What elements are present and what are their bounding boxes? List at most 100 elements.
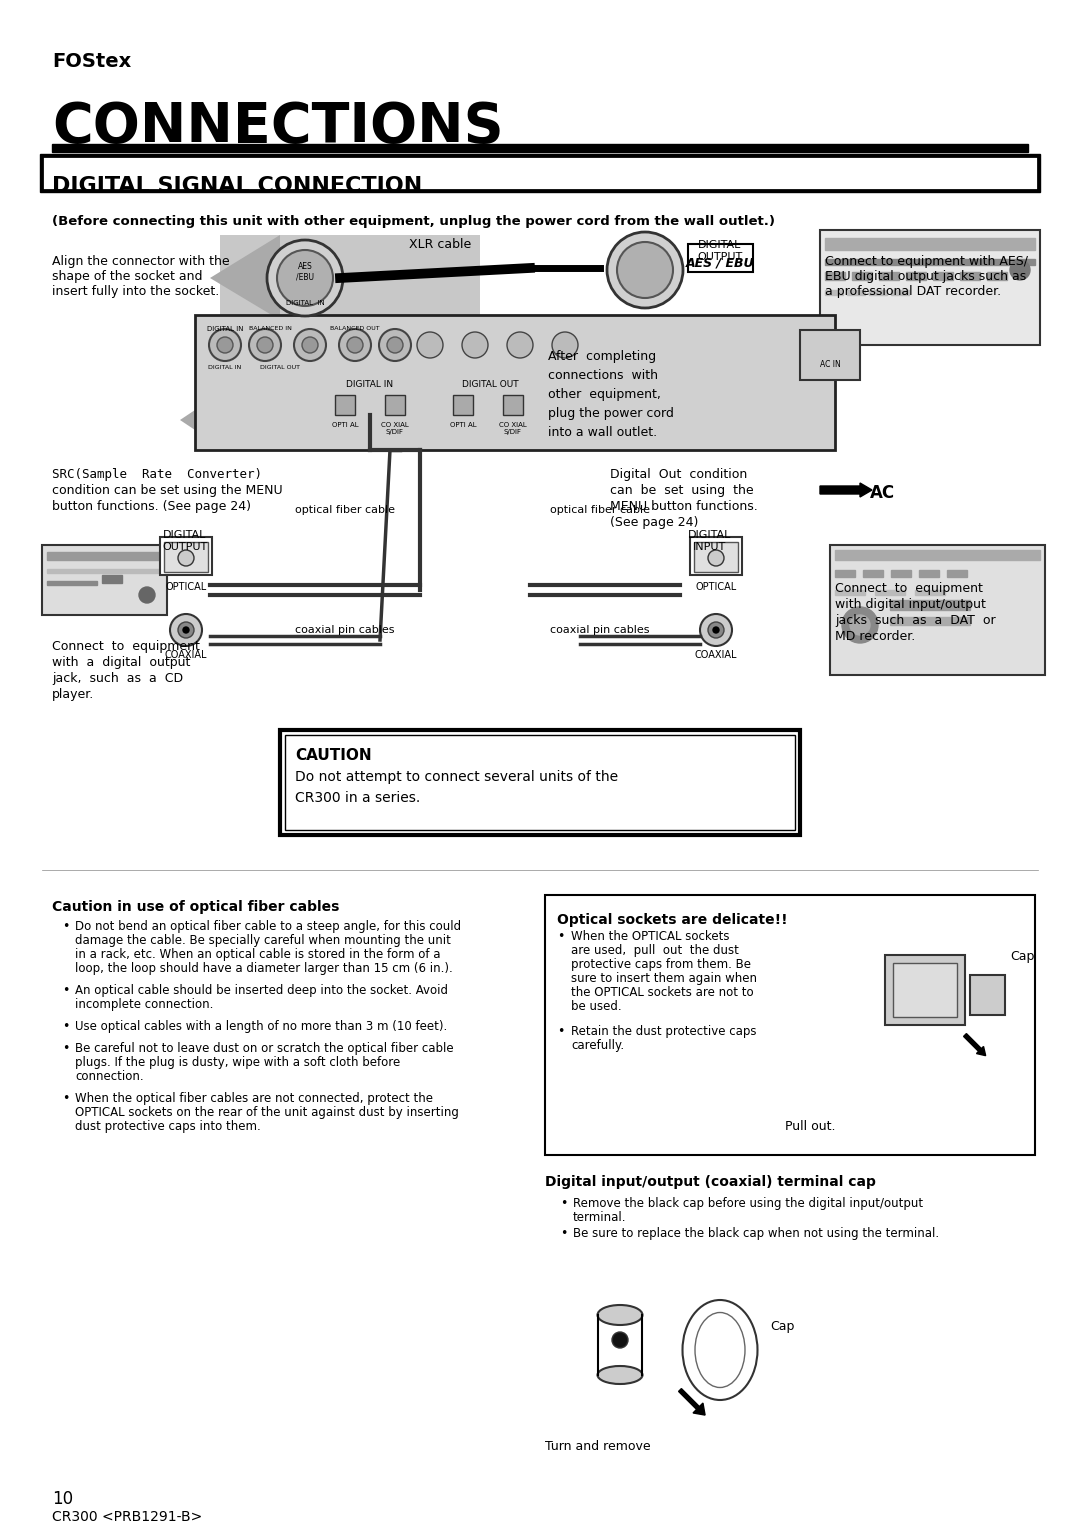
Text: (See page 24): (See page 24)	[610, 516, 699, 529]
Text: AES / EBU: AES / EBU	[686, 257, 754, 270]
Polygon shape	[195, 390, 600, 451]
Text: DIGITAL SIGNAL CONNECTION: DIGITAL SIGNAL CONNECTION	[52, 176, 422, 196]
Text: with digital input/output: with digital input/output	[835, 597, 986, 611]
Text: Do not attempt to connect several units of the
CR300 in a series.: Do not attempt to connect several units …	[295, 770, 618, 805]
FancyArrow shape	[678, 1389, 705, 1415]
Text: OPTI AL: OPTI AL	[449, 422, 476, 428]
Circle shape	[612, 1332, 627, 1348]
Text: optical fiber cable: optical fiber cable	[550, 504, 650, 515]
Text: •: •	[62, 1021, 69, 1033]
Text: An optical cable should be inserted deep into the socket. Avoid: An optical cable should be inserted deep…	[75, 984, 448, 996]
Text: CO XIAL
S/DIF: CO XIAL S/DIF	[381, 422, 409, 435]
Bar	[52, 144, 1028, 151]
Text: button functions. (See page 24): button functions. (See page 24)	[52, 500, 251, 513]
Text: •: •	[557, 1025, 565, 1038]
Text: After  completing
connections  with
other  equipment,
plug the power cord
into a: After completing connections with other …	[548, 350, 674, 439]
Text: carefully.: carefully.	[571, 1039, 624, 1051]
Text: Optical sockets are delicate!!: Optical sockets are delicate!!	[557, 914, 787, 927]
Bar	[820, 231, 1040, 345]
Bar	[48, 581, 97, 585]
Polygon shape	[210, 235, 280, 319]
Bar	[879, 272, 899, 280]
Text: COAXIAL: COAXIAL	[694, 649, 738, 660]
Circle shape	[607, 232, 683, 309]
Bar	[960, 272, 980, 280]
Bar	[694, 542, 738, 571]
Bar	[688, 244, 753, 272]
Bar	[875, 590, 905, 594]
Bar	[160, 536, 212, 575]
Text: the OPTICAL sockets are not to: the OPTICAL sockets are not to	[571, 986, 754, 999]
Circle shape	[462, 332, 488, 358]
Bar	[915, 590, 945, 594]
Text: Be sure to replace the black cap when not using the terminal.: Be sure to replace the black cap when no…	[573, 1227, 940, 1241]
Text: BALANCED OUT: BALANCED OUT	[330, 325, 380, 332]
Circle shape	[379, 329, 411, 361]
FancyArrow shape	[963, 1033, 986, 1056]
Text: XLR cable: XLR cable	[409, 238, 471, 251]
Bar	[42, 156, 1038, 189]
Polygon shape	[220, 235, 480, 319]
Text: can  be  set  using  the: can be set using the	[610, 484, 754, 497]
Text: EBU digital output jacks such as: EBU digital output jacks such as	[825, 270, 1026, 283]
Text: a professional DAT recorder.: a professional DAT recorder.	[825, 286, 1001, 298]
Circle shape	[708, 550, 724, 565]
Bar	[987, 272, 1007, 280]
Text: OPTI AL: OPTI AL	[332, 422, 359, 428]
Circle shape	[249, 329, 281, 361]
Circle shape	[257, 338, 273, 353]
Circle shape	[178, 622, 194, 639]
Text: sure to insert them again when: sure to insert them again when	[571, 972, 757, 986]
FancyArrow shape	[820, 483, 872, 497]
Bar	[863, 570, 883, 578]
Text: DIGITAL OUT: DIGITAL OUT	[260, 365, 300, 370]
Text: Connect to equipment with AES/: Connect to equipment with AES/	[825, 255, 1028, 267]
Bar	[835, 570, 855, 578]
Text: condition can be set using the MENU: condition can be set using the MENU	[52, 484, 283, 497]
Text: Cap: Cap	[770, 1320, 795, 1332]
Text: Remove the black cap before using the digital input/output: Remove the black cap before using the di…	[573, 1196, 923, 1210]
Text: protective caps from them. Be: protective caps from them. Be	[571, 958, 751, 970]
Text: AC IN: AC IN	[820, 361, 840, 368]
Bar	[195, 315, 835, 451]
Text: •: •	[561, 1227, 567, 1241]
Text: CO XIAL
S/DIF: CO XIAL S/DIF	[499, 422, 527, 435]
Text: 10: 10	[52, 1490, 73, 1508]
Bar	[890, 617, 970, 625]
Ellipse shape	[696, 1313, 745, 1387]
Ellipse shape	[597, 1305, 643, 1325]
Circle shape	[700, 614, 732, 646]
Bar	[919, 570, 939, 578]
Text: Cap: Cap	[1010, 950, 1035, 963]
Circle shape	[302, 338, 318, 353]
Text: plugs. If the plug is dusty, wipe with a soft cloth before: plugs. If the plug is dusty, wipe with a…	[75, 1056, 401, 1070]
Circle shape	[210, 329, 241, 361]
Text: MENU button functions.: MENU button functions.	[610, 500, 758, 513]
Text: player.: player.	[52, 688, 94, 701]
Bar	[831, 545, 1045, 675]
Bar	[847, 290, 865, 295]
Text: BALANCED IN: BALANCED IN	[248, 325, 292, 332]
Text: AES
/EBU: AES /EBU	[296, 261, 314, 281]
Bar	[48, 568, 162, 573]
Circle shape	[170, 614, 202, 646]
Bar	[42, 545, 167, 614]
Circle shape	[850, 614, 870, 636]
Text: OPTICAL: OPTICAL	[165, 582, 206, 591]
Bar	[947, 570, 967, 578]
Text: CONNECTIONS: CONNECTIONS	[52, 99, 503, 154]
Text: •: •	[561, 1196, 567, 1210]
Bar	[852, 272, 872, 280]
Bar	[885, 955, 966, 1025]
Text: OPTICAL: OPTICAL	[696, 582, 737, 591]
Circle shape	[507, 332, 534, 358]
Bar	[893, 963, 957, 1018]
Bar	[825, 272, 845, 280]
Text: incomplete connection.: incomplete connection.	[75, 998, 214, 1012]
Text: coaxial pin cables: coaxial pin cables	[295, 625, 395, 636]
Text: OPTICAL sockets on the rear of the unit against dust by inserting: OPTICAL sockets on the rear of the unit …	[75, 1106, 459, 1118]
Text: dust protective caps into them.: dust protective caps into them.	[75, 1120, 260, 1132]
Bar	[545, 895, 1035, 1155]
Text: jacks  such  as  a  DAT  or: jacks such as a DAT or	[835, 614, 996, 626]
Text: terminal.: terminal.	[573, 1212, 626, 1224]
